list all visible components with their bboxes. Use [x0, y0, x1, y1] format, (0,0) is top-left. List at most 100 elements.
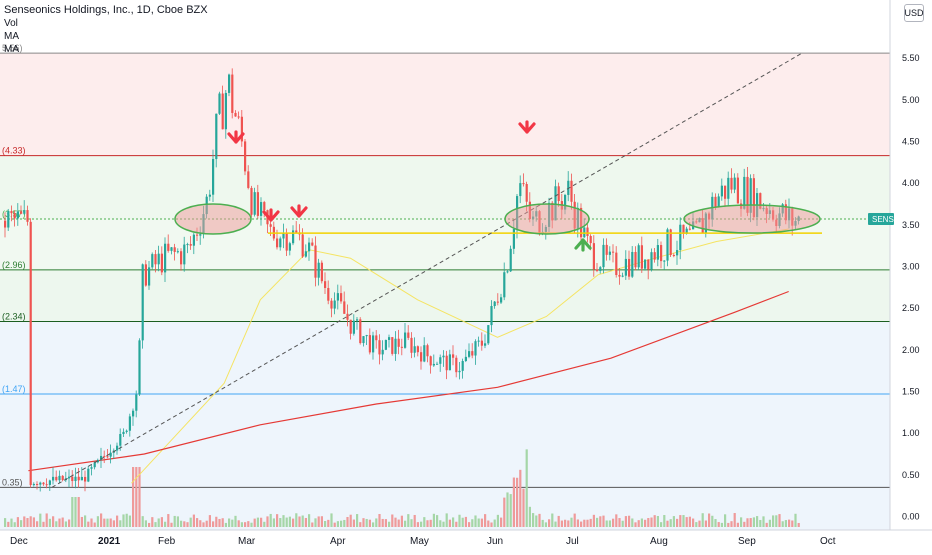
chart-title: Senseonics Holdings, Inc., 1D, Cboe BZX	[4, 4, 208, 16]
volume-bar	[26, 518, 29, 527]
volume-bar	[477, 518, 480, 527]
volume-bar	[74, 497, 77, 527]
candle-body	[269, 224, 272, 227]
candle-body	[23, 210, 26, 214]
volume-bar	[605, 520, 608, 527]
volume-bar	[346, 517, 349, 527]
volume-bar	[602, 515, 605, 527]
candle-body	[282, 232, 285, 239]
volume-bar	[16, 517, 19, 527]
volume-bar	[141, 516, 144, 527]
indicator-ma-1[interactable]: MA	[4, 31, 19, 42]
candle-body	[199, 234, 202, 236]
candle-body	[567, 180, 570, 195]
volume-bar	[148, 522, 151, 527]
volume-bar	[516, 477, 519, 527]
x-tick-label: Aug	[650, 536, 668, 547]
candle-body	[375, 335, 378, 341]
volume-bar	[560, 520, 563, 527]
candle-body	[320, 262, 323, 282]
candle-body	[154, 254, 157, 265]
candle-body	[77, 476, 80, 481]
volume-bar	[285, 517, 288, 527]
volume-bar	[423, 517, 426, 527]
candle-body	[308, 242, 311, 252]
candle-body	[557, 186, 560, 202]
volume-bar	[13, 522, 16, 527]
volume-bar	[765, 522, 768, 527]
candle-body	[148, 267, 151, 286]
candle-body	[324, 281, 327, 288]
volume-bar	[551, 513, 554, 527]
volume-bar	[324, 520, 327, 527]
volume-bar	[61, 517, 64, 527]
volume-bar	[445, 513, 448, 527]
candle-body	[592, 243, 595, 270]
indicator-vol[interactable]: Vol	[4, 18, 18, 29]
volume-bar	[356, 514, 359, 527]
volume-bar	[144, 520, 147, 527]
volume-bar	[439, 520, 442, 527]
indicator-ma-2[interactable]: MA	[4, 44, 19, 55]
candle-body	[458, 370, 461, 373]
volume-bar	[388, 521, 391, 527]
volume-bar	[615, 514, 618, 527]
candle-body	[484, 343, 487, 346]
volume-bar	[720, 522, 723, 527]
fib-lines: 5.56)(4.33)(3.57)(2.96)(2.34)(1.47)0.35)	[0, 43, 890, 488]
candle-body	[679, 224, 682, 251]
candle-body	[285, 232, 288, 251]
x-tick-label: 2021	[98, 536, 121, 547]
volume-bar	[586, 519, 589, 527]
volume-bar	[276, 514, 279, 527]
volume-bar	[634, 522, 637, 527]
candle-body	[340, 293, 343, 302]
currency-badge[interactable]: USD	[904, 4, 924, 22]
ma-short-line	[131, 228, 789, 484]
candle-body	[314, 245, 317, 278]
volume-bar	[580, 521, 583, 527]
volume-bar	[400, 515, 403, 527]
volume-bar	[221, 518, 224, 527]
candle-body	[714, 196, 717, 208]
volume-bar	[68, 519, 71, 527]
volume-bar	[759, 519, 762, 527]
candle-body	[144, 264, 147, 286]
volume-bar	[384, 519, 387, 527]
volume-bar	[311, 522, 314, 527]
x-tick-label: May	[410, 536, 429, 547]
volume-bar	[308, 514, 311, 527]
volume-bar	[372, 522, 375, 527]
fib-zone	[0, 394, 890, 488]
candle-body	[106, 456, 109, 458]
candle-body	[16, 211, 19, 219]
candle-body	[176, 251, 179, 253]
candle-body	[612, 251, 615, 253]
volume-bar	[128, 515, 131, 527]
volume-bar	[532, 513, 535, 527]
volume-bar	[762, 516, 765, 527]
y-axis-bg	[890, 0, 932, 530]
volume-bar	[749, 518, 752, 527]
volume-bar	[484, 514, 487, 527]
volume-bar	[503, 497, 506, 527]
volume-bar	[167, 514, 170, 527]
candle-body	[378, 340, 381, 355]
volume-bar	[301, 515, 304, 527]
volume-bar	[244, 522, 247, 527]
candle-body	[490, 306, 493, 326]
volume-bar	[71, 497, 74, 527]
volume-bar	[506, 492, 509, 527]
candle-body	[631, 251, 634, 277]
candle-body	[10, 211, 13, 214]
volume-bar	[554, 521, 557, 527]
volume-bar	[772, 515, 775, 527]
volume-bar	[448, 519, 451, 527]
candle-body	[231, 74, 234, 113]
candle-body	[663, 260, 666, 262]
volume-bar	[391, 514, 394, 527]
candle-body	[583, 227, 586, 238]
moving-averages	[28, 228, 789, 484]
